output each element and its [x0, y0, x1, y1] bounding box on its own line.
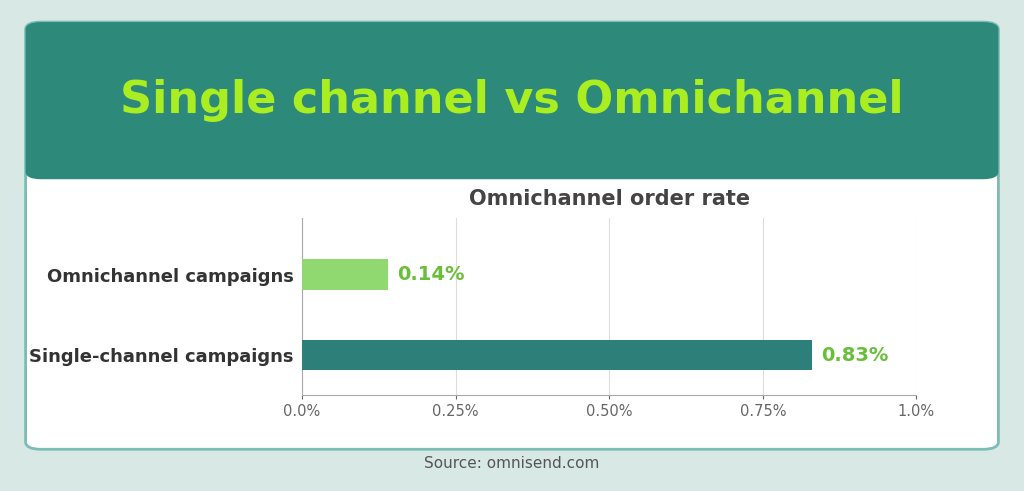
- Text: 0.14%: 0.14%: [397, 265, 465, 284]
- FancyBboxPatch shape: [41, 157, 983, 172]
- FancyBboxPatch shape: [26, 22, 998, 449]
- Title: Omnichannel order rate: Omnichannel order rate: [469, 189, 750, 209]
- FancyBboxPatch shape: [26, 22, 998, 179]
- Text: Source: omnisend.com: Source: omnisend.com: [424, 457, 600, 471]
- Bar: [302, 340, 812, 370]
- Text: Single channel vs Omnichannel: Single channel vs Omnichannel: [120, 79, 904, 122]
- Text: 0.83%: 0.83%: [821, 346, 889, 365]
- Bar: [302, 259, 388, 290]
